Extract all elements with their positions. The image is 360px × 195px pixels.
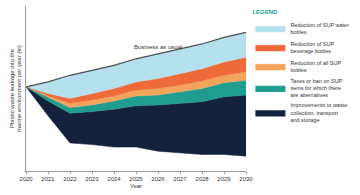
svg-text:2027: 2027: [173, 176, 187, 182]
svg-text:Reduction of SUP waterbottles: Reduction of SUP waterbottles: [290, 22, 349, 35]
svg-text:2028: 2028: [195, 176, 209, 182]
svg-text:Reduction of all SUPbottles: Reduction of all SUPbottles: [290, 60, 341, 73]
svg-text:2023: 2023: [85, 176, 99, 182]
svg-text:Year: Year: [130, 183, 142, 189]
svg-text:2025: 2025: [129, 176, 143, 182]
svg-text:2030: 2030: [239, 176, 253, 182]
svg-text:2024: 2024: [107, 176, 121, 182]
svg-text:Business as usual: Business as usual: [134, 44, 182, 50]
svg-text:Plastic waste leakage into the: Plastic waste leakage into themarine env…: [9, 45, 23, 132]
svg-text:Improvements to wastecollectio: Improvements to wastecollection, transpo…: [290, 102, 347, 122]
svg-text:2026: 2026: [151, 176, 165, 182]
svg-text:Reduction of SUPbeverage bottl: Reduction of SUPbeverage bottles: [290, 41, 334, 54]
svg-text:2022: 2022: [63, 176, 77, 182]
svg-text:2029: 2029: [217, 176, 231, 182]
svg-text:Taxes or ban on SUPitems for w: Taxes or ban on SUPitems for which there…: [290, 78, 342, 98]
svg-text:2021: 2021: [41, 176, 55, 182]
svg-text:2020: 2020: [19, 176, 33, 182]
svg-text:LEGEND: LEGEND: [252, 9, 278, 15]
